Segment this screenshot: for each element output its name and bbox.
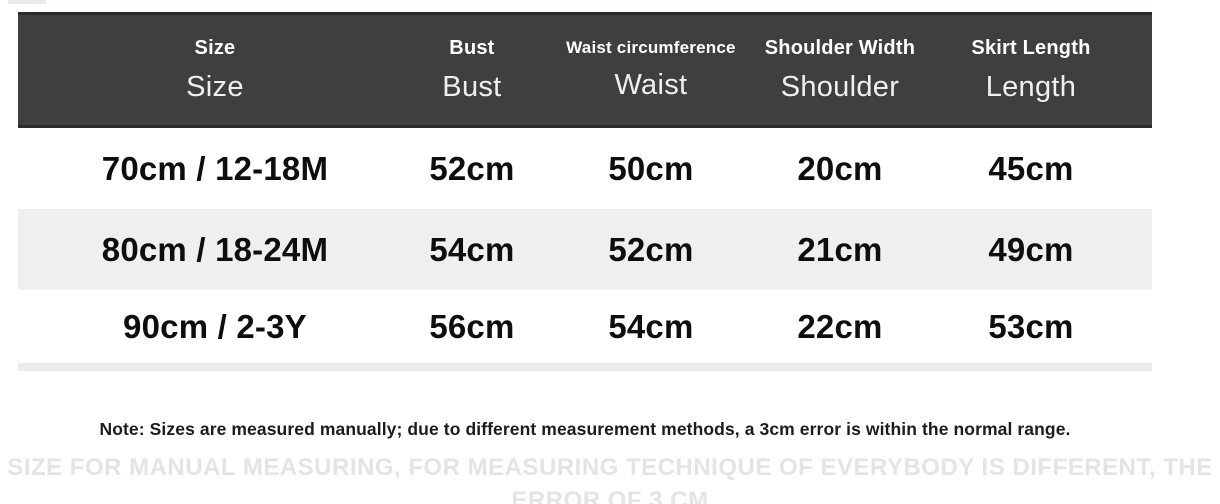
watermark-line-1: SIZE FOR MANUAL MEASURING, FOR MEASURING… bbox=[7, 454, 1213, 504]
measurement-note: Note: Sizes are measured manually; due t… bbox=[99, 419, 1071, 439]
cell-size: 90cm / 2-3Y bbox=[123, 307, 307, 345]
size-chart-table: Size Size Bust Bust Waist circumference … bbox=[18, 12, 1152, 371]
cell-shoulder: 21cm bbox=[797, 230, 883, 268]
header-cell-bust: Bust Bust bbox=[412, 37, 532, 104]
table-row-80cm: 80cm / 18-24M 54cm 52cm 21cm 49cm bbox=[18, 209, 1152, 290]
cropped-edge-artifact bbox=[8, 0, 46, 4]
header-cell-shoulder: Shoulder Width Shoulder bbox=[765, 37, 915, 104]
header-size-sublabel: Size bbox=[186, 70, 244, 103]
cell-waist: 54cm bbox=[608, 307, 694, 345]
header-waist-label: Waist circumference bbox=[566, 38, 736, 57]
header-cell-skirt-length: Skirt Length Length bbox=[910, 37, 1152, 104]
cell-bust: 54cm bbox=[429, 230, 515, 268]
header-shoulder-sublabel: Shoulder bbox=[780, 70, 900, 103]
cell-skirt-length: 49cm bbox=[988, 230, 1074, 268]
header-shoulder-label: Shoulder Width bbox=[764, 36, 916, 59]
size-chart-header-row: Size Size Bust Bust Waist circumference … bbox=[18, 12, 1152, 128]
header-waist-sublabel: Waist bbox=[614, 69, 688, 101]
header-skirt-length-sublabel: Length bbox=[985, 70, 1077, 103]
cell-shoulder: 22cm bbox=[797, 307, 883, 345]
cell-waist: 52cm bbox=[608, 230, 694, 268]
cell-size: 70cm / 12-18M bbox=[101, 149, 329, 187]
cell-size: 80cm / 18-24M bbox=[101, 230, 329, 268]
table-row-70cm: 70cm / 12-18M 52cm 50cm 20cm 45cm bbox=[18, 128, 1152, 209]
watermark-text: SIZE FOR MANUAL MEASURING, FOR MEASURING… bbox=[0, 451, 1220, 504]
cell-bust: 56cm bbox=[429, 307, 515, 345]
cell-skirt-length: 45cm bbox=[988, 149, 1074, 187]
header-skirt-length-label: Skirt Length bbox=[971, 36, 1091, 59]
header-cell-waist: Waist circumference Waist bbox=[532, 38, 770, 102]
cell-shoulder: 20cm bbox=[797, 149, 883, 187]
cell-bust: 52cm bbox=[429, 149, 515, 187]
table-row-90cm: 90cm / 2-3Y 56cm 54cm 22cm 53cm bbox=[18, 290, 1152, 371]
header-size-label: Size bbox=[194, 36, 236, 59]
cell-skirt-length: 53cm bbox=[988, 307, 1074, 345]
header-cell-size: Size Size bbox=[18, 37, 412, 104]
cell-waist: 50cm bbox=[608, 149, 694, 187]
header-bust-sublabel: Bust bbox=[442, 70, 502, 103]
header-bust-label: Bust bbox=[449, 36, 495, 59]
